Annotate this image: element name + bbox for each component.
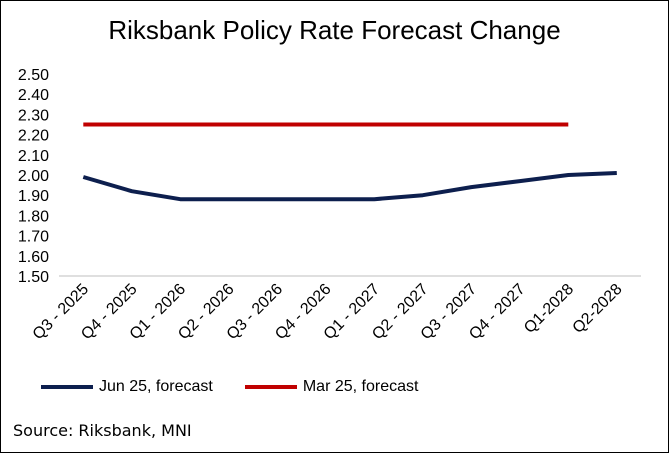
series-line-jun25 [82, 171, 617, 202]
y-tick-label: 2.30 [18, 107, 49, 124]
y-tick-label: 2.20 [18, 128, 49, 145]
source-note: Source: Riksbank, MNI [13, 421, 192, 440]
legend-item-mar25: Mar 25, forecast [244, 378, 419, 396]
y-tick-label: 2.00 [18, 168, 49, 185]
legend-swatch-mar25 [244, 385, 297, 389]
y-tick-label: 2.10 [18, 148, 49, 165]
y-tick-label: 2.50 [18, 67, 49, 84]
y-tick-label: 2.40 [18, 87, 49, 104]
x-tick-label: Q2-2028 [570, 281, 626, 337]
legend-swatch-jun25 [41, 385, 93, 389]
legend: Jun 25, forecast Mar 25, forecast [41, 378, 450, 396]
legend-label-mar25: Mar 25, forecast [302, 378, 419, 395]
y-tick-label: 1.50 [18, 269, 49, 286]
series-layer [82, 122, 617, 202]
x-tick-label: Q1-2028 [521, 281, 577, 337]
y-tick-label: 1.90 [18, 188, 49, 205]
y-tick-label: 1.70 [18, 229, 49, 246]
legend-label-jun25: Jun 25, forecast [99, 378, 213, 395]
chart-title: Riksbank Policy Rate Forecast Change [108, 15, 561, 45]
y-tick-label: 1.60 [18, 249, 49, 266]
legend-item-jun25: Jun 25, forecast [41, 378, 213, 396]
y-tick-label: 1.80 [18, 208, 49, 225]
y-axis-ticks: 2.50 2.40 2.30 2.20 2.10 2.00 1.90 1.80 1.70 1.60… [18, 67, 49, 286]
